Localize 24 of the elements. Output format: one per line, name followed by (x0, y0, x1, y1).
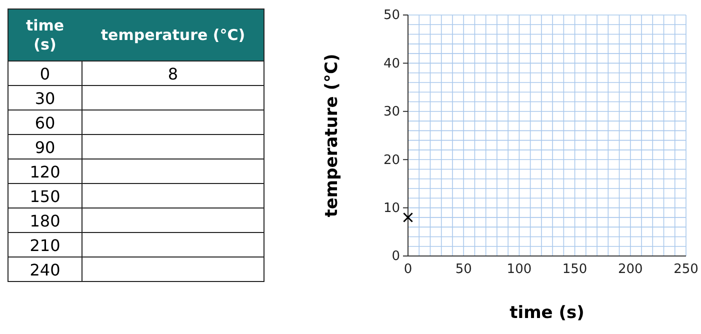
x-tick-label: 200 (618, 262, 643, 278)
y-tick-label: 210 (30, 236, 60, 255)
x-tick-label: 100 (506, 262, 532, 278)
y-tick-label: 50 (383, 8, 400, 24)
y-axis-title: time (s) (26, 16, 64, 54)
y-tick-label: 40 (383, 56, 400, 72)
y-tick-label: 90 (34, 138, 56, 157)
data-label: 8 (168, 64, 178, 84)
y-tick-label: 180 (30, 211, 60, 230)
x-tick-label: 50 (455, 262, 472, 278)
y-tick-label: 0 (40, 64, 50, 84)
y-tick-label: 240 (30, 260, 60, 280)
y-tick-label: 30 (34, 88, 56, 108)
y-tick-label: 30 (383, 104, 400, 120)
y-tick-label: 150 (30, 186, 60, 206)
y-tick-label: 20 (383, 152, 400, 168)
x-tick-label: 150 (562, 262, 588, 278)
y-tick-label: 0 (392, 249, 400, 264)
x-tick-label: 0 (404, 262, 412, 278)
y-tick-label: 120 (30, 162, 60, 182)
y-tick-label: 10 (383, 200, 400, 216)
x-tick-label: 250 (674, 262, 698, 278)
y-tick-label: 60 (34, 113, 56, 132)
x-axis-title: time (s) (510, 303, 584, 323)
